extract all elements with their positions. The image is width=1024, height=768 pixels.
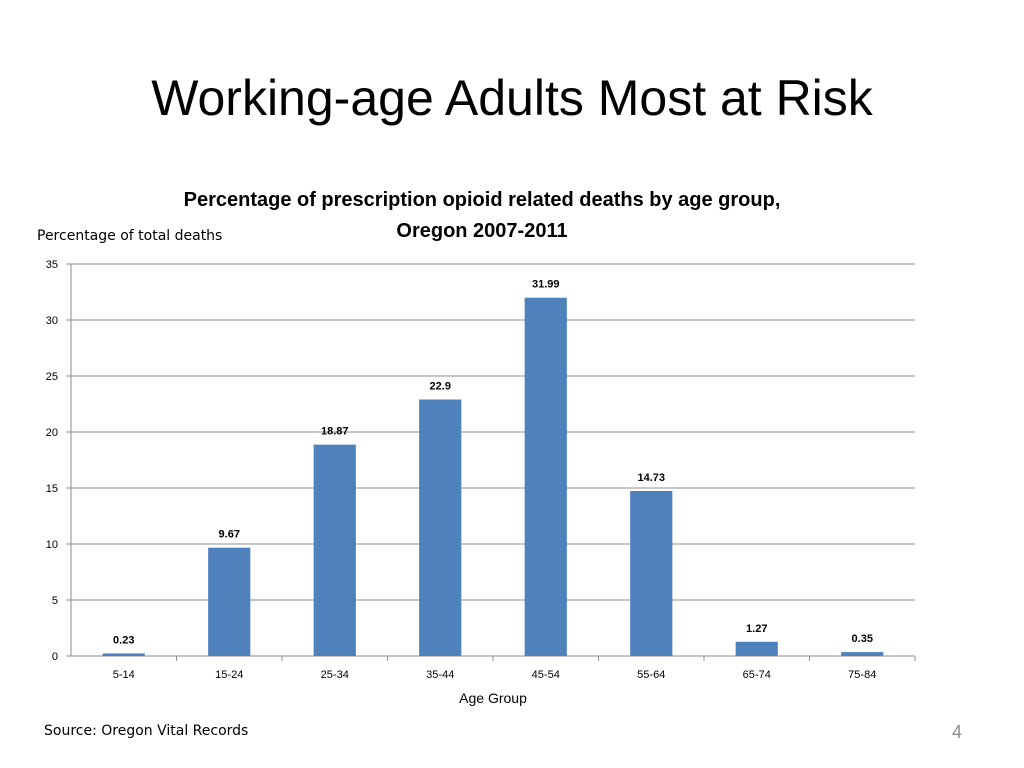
source-note: Source: Oregon Vital Records (44, 723, 249, 739)
y-tick-label: 5 (52, 595, 58, 607)
y-tick-label: 30 (46, 315, 58, 327)
y-tick-label: 20 (46, 427, 58, 439)
bar (630, 491, 673, 656)
x-axis-label: Age Group (459, 690, 527, 706)
chart-title-line-1: Percentage of prescription opioid relate… (183, 189, 781, 211)
data-label: 31.99 (532, 279, 560, 291)
y-tick-label: 15 (46, 483, 58, 495)
x-tick-label: 25-34 (321, 669, 349, 681)
data-label: 1.27 (746, 623, 767, 635)
chart-title-line-2: Oregon 2007-2011 (396, 220, 568, 242)
y-tick-label: 35 (46, 259, 58, 271)
data-label: 18.87 (321, 426, 349, 438)
page-number: 4 (951, 722, 962, 742)
data-label: 0.35 (852, 633, 873, 645)
y-tick-label: 10 (46, 539, 58, 551)
x-tick-label: 65-74 (743, 669, 771, 681)
bar (313, 444, 356, 656)
bar (841, 652, 884, 656)
bar (419, 399, 462, 656)
x-tick-label: 55-64 (637, 669, 665, 681)
x-tick-label: 5-14 (113, 669, 135, 681)
y-axis-label: Percentage of total deaths (37, 228, 223, 244)
x-tick-label: 75-84 (848, 669, 876, 681)
x-tick-label: 15-24 (215, 669, 243, 681)
data-label: 9.67 (219, 529, 240, 541)
y-tick-label: 25 (46, 371, 58, 383)
data-label: 14.73 (637, 472, 665, 484)
bar (102, 653, 145, 656)
x-tick-label: 35-44 (426, 669, 454, 681)
data-label: 0.23 (113, 634, 134, 646)
slide-title: Working-age Adults Most at Risk (151, 70, 873, 126)
bar (735, 641, 778, 656)
bar (524, 297, 567, 656)
data-label: 22.9 (430, 381, 451, 393)
bar (208, 547, 251, 656)
x-tick-label: 45-54 (532, 669, 560, 681)
y-tick-label: 0 (52, 651, 58, 663)
